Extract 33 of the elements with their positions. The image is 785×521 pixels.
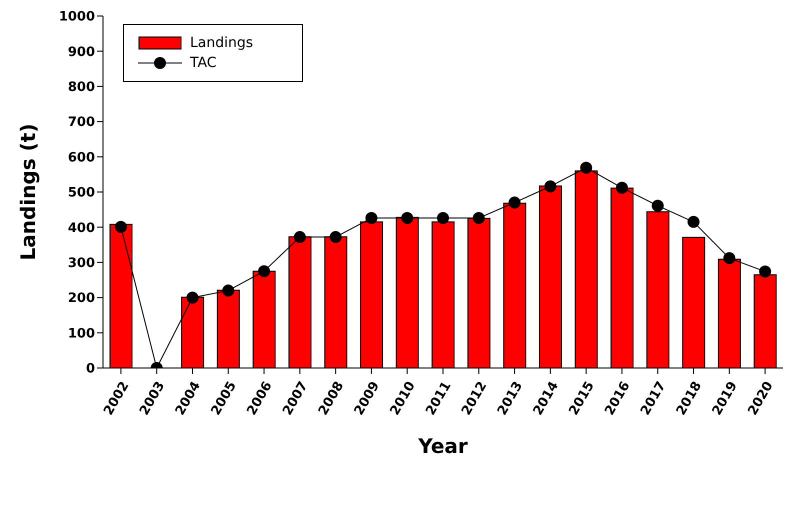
y-tick-label: 200 xyxy=(68,291,95,306)
point xyxy=(508,196,521,209)
point xyxy=(437,212,449,224)
point xyxy=(294,231,306,244)
point xyxy=(365,212,378,224)
y-tick-label: 0 xyxy=(86,362,95,377)
y-tick-label: 800 xyxy=(68,80,95,96)
point xyxy=(472,212,485,224)
x-axis-title: Year xyxy=(417,434,468,458)
point xyxy=(186,292,198,304)
point xyxy=(330,231,342,244)
point xyxy=(688,216,700,228)
point xyxy=(258,265,270,278)
point xyxy=(723,252,736,264)
y-tick-label: 300 xyxy=(68,256,95,272)
legend-label: TAC xyxy=(190,55,217,71)
y-tick-label: 900 xyxy=(68,44,95,60)
point xyxy=(616,182,628,194)
point xyxy=(580,162,592,174)
point xyxy=(222,284,234,297)
point xyxy=(544,180,556,192)
y-tick-label: 500 xyxy=(68,186,95,201)
y-axis-title: Landings (t) xyxy=(16,124,40,260)
point xyxy=(759,266,772,278)
legend-label: Landings xyxy=(190,35,254,51)
y-tick-label: 700 xyxy=(68,115,95,130)
point xyxy=(114,220,127,233)
y-tick-label: 100 xyxy=(68,326,95,342)
point xyxy=(401,212,414,224)
point xyxy=(652,200,664,212)
y-tick-label: 1000 xyxy=(58,10,95,25)
y-tick-label: 600 xyxy=(68,150,95,166)
y-tick-label: 400 xyxy=(68,220,95,236)
